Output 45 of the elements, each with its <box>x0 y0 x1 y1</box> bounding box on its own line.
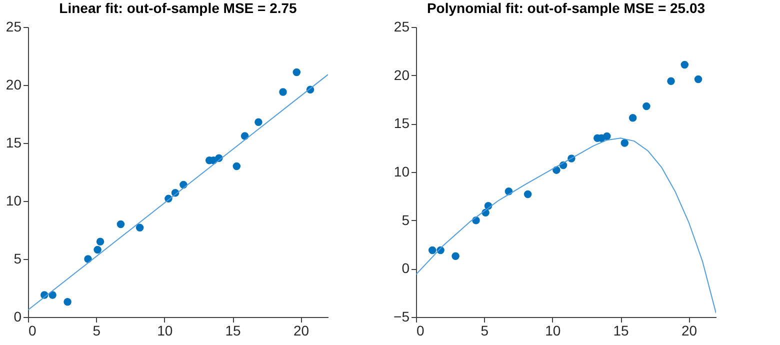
point <box>94 246 102 254</box>
y-tick-label: 15 <box>6 134 22 150</box>
y-tick-label: 25 <box>394 18 410 34</box>
x-tick-label: 0 <box>416 322 424 338</box>
point <box>628 114 637 122</box>
point <box>603 132 611 140</box>
point <box>116 220 125 228</box>
y-tick-label: 20 <box>6 76 22 92</box>
y-tick-label: 0 <box>14 308 22 324</box>
point <box>64 298 72 306</box>
y-tick-label: 5 <box>402 212 410 228</box>
point <box>642 102 650 110</box>
y-tick-label: 10 <box>394 164 410 180</box>
point <box>524 190 532 198</box>
point <box>96 238 104 246</box>
y-tick-label: 10 <box>6 192 22 208</box>
chart-title: Polynomial fit: out-of-sample MSE = 25.03 <box>426 0 706 16</box>
y-tick-label: 5 <box>14 250 22 266</box>
x-tick-label: 5 <box>480 322 489 338</box>
x-tick-label: 20 <box>293 322 310 338</box>
x-tick-label: 10 <box>545 322 561 338</box>
point <box>680 60 689 69</box>
point <box>620 139 629 147</box>
y-tick-label: −5 <box>394 308 410 324</box>
point <box>667 77 675 85</box>
x-tick-label: 10 <box>157 322 173 338</box>
x-tick-label: 15 <box>225 322 242 338</box>
y-tick-label: 20 <box>394 66 410 83</box>
point <box>48 291 56 299</box>
x-tick-label: 20 <box>681 322 698 338</box>
point <box>254 118 262 126</box>
point <box>452 252 460 260</box>
point <box>232 162 241 170</box>
x-tick-label: 5 <box>92 322 101 338</box>
x-tick-label: 0 <box>28 322 36 338</box>
point <box>428 246 436 254</box>
point <box>136 224 144 232</box>
y-tick-label: 0 <box>402 260 410 276</box>
x-tick-label: 15 <box>613 322 630 338</box>
chart-title: Linear fit: out-of-sample MSE = 2.75 <box>59 0 298 16</box>
point <box>279 88 287 96</box>
point <box>292 68 301 76</box>
point <box>694 75 702 84</box>
y-tick-label: 15 <box>394 115 410 132</box>
y-tick-label: 25 <box>6 18 22 34</box>
